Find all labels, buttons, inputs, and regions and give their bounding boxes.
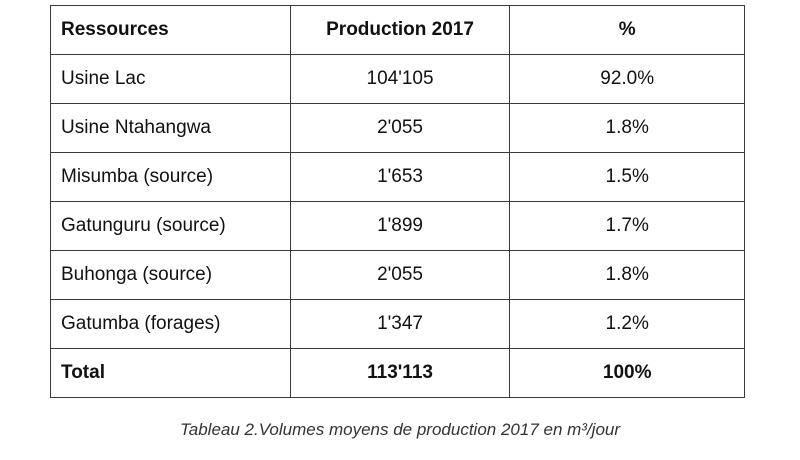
row: Usine Lac 104'105 92.0% bbox=[50, 54, 745, 104]
cell: 1.8% bbox=[509, 250, 745, 300]
header-row: Ressources Production 2017% bbox=[50, 5, 745, 55]
row: Buhonga (source) 2'055 1.8% bbox=[50, 250, 745, 300]
table: Ressources Production 2017% Usine Lac 104'… bbox=[50, 5, 745, 398]
cell: 1'347 bbox=[289, 299, 511, 349]
total-cell: 100% bbox=[509, 348, 745, 398]
row: Gatunguru (source) 1'899 1.7% bbox=[50, 201, 745, 251]
cell: Gatumba (forages) bbox=[50, 299, 291, 349]
caption: Tableau 2.Volumes moyens de production 2… bbox=[179, 420, 621, 439]
cell: 1.8% bbox=[509, 103, 745, 153]
total-row: Total 113'113 100% bbox=[50, 348, 745, 398]
header-cell: Ressources bbox=[50, 5, 291, 55]
row: Usine Ntahangwa 2'055 1.8% bbox=[50, 103, 745, 153]
row: Misumba (source) 1'653 1.5% bbox=[50, 152, 745, 202]
header-cell: Production 2017 bbox=[289, 5, 511, 55]
cell: Usine Lac bbox=[50, 54, 291, 104]
cell: 1.2% bbox=[509, 299, 745, 349]
row: Gatumba (forages) 1'347 1.2% bbox=[50, 299, 745, 349]
cell: 92.0% bbox=[509, 54, 745, 104]
total-cell: Total bbox=[50, 348, 291, 398]
cell: 1.5% bbox=[509, 152, 745, 202]
cell: Gatunguru (source) bbox=[50, 201, 291, 251]
total-cell: 113'113 bbox=[289, 348, 511, 398]
cell: 2'055 bbox=[289, 103, 511, 153]
cell: 104'105 bbox=[289, 54, 511, 104]
cell: 1'899 bbox=[289, 201, 511, 251]
cell: 1.7% bbox=[509, 201, 745, 251]
header-cell: % bbox=[509, 5, 745, 55]
cell: 1'653 bbox=[289, 152, 511, 202]
cell: Misumba (source) bbox=[50, 152, 291, 202]
cell: Buhonga (source) bbox=[50, 250, 291, 300]
cell: Usine Ntahangwa bbox=[50, 103, 291, 153]
cell: 2'055 bbox=[289, 250, 511, 300]
